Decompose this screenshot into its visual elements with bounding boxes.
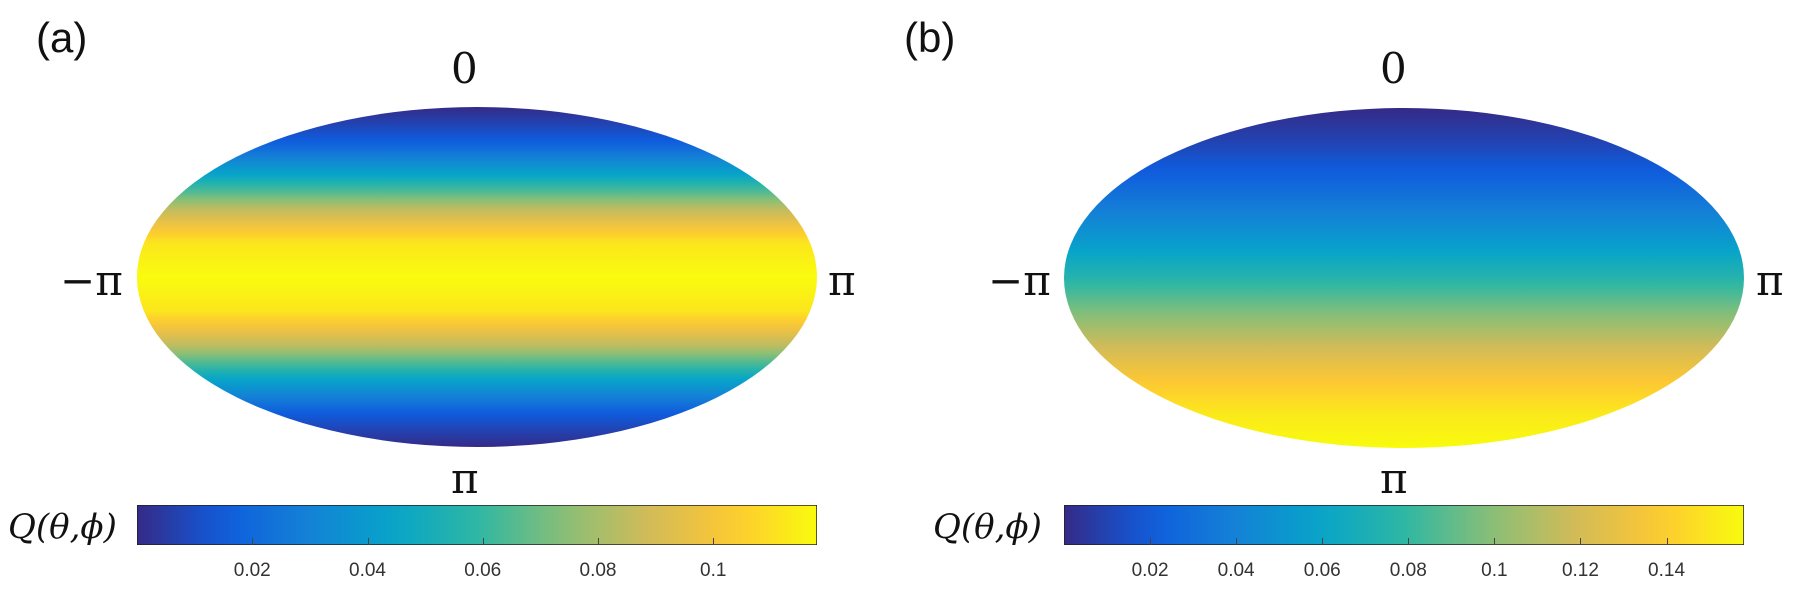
colorbar-tick-label: 0.08	[579, 560, 617, 581]
colorbar-tick-label: 0.04	[349, 560, 386, 581]
sphere-map	[137, 107, 817, 447]
colorbar-tick-mark	[598, 538, 600, 545]
right-axis-label: π	[828, 256, 856, 305]
colorbar-tick-mark	[1494, 538, 1496, 545]
panel-label: (a)	[36, 14, 88, 61]
bottom-axis-label: π	[451, 454, 479, 503]
colorbar-tick-label: 0.08	[1389, 560, 1427, 581]
colorbar-tick-label: 0.06	[464, 560, 502, 581]
colorbar-tick-mark	[367, 538, 369, 545]
colorbar-tick-mark	[482, 538, 484, 545]
colorbar-tick-label: 0.14	[1648, 560, 1686, 581]
colorbar-tick-mark	[1408, 538, 1410, 545]
sphere-map	[1064, 108, 1744, 448]
right-axis-label: π	[1756, 256, 1784, 305]
heatmap-ellipse	[1064, 108, 1744, 448]
colorbar-tick-mark	[252, 538, 254, 545]
left-axis-label: −π	[60, 256, 123, 305]
colorbar	[1064, 505, 1744, 545]
panel-a: (a) 0 π −π π Q(θ,ϕ) 0.02 0.04 0.06 0.08 0.1	[0, 0, 897, 613]
colorbar-tick-label: 0.04	[1217, 560, 1255, 581]
left-axis-label: −π	[988, 256, 1051, 305]
top-axis-label: 0	[451, 44, 478, 93]
panel-b: (b) 0 π −π π Q(θ,ϕ) 0.02 0.04 0.06 0.08 0.1 0…	[898, 0, 1795, 613]
heatmap-ellipse	[137, 107, 817, 447]
colorbar-tick-mark	[1666, 538, 1668, 545]
colorbar-tick-mark	[1236, 538, 1238, 545]
colorbar	[137, 505, 817, 545]
colorbar-tick-label: 0.1	[700, 560, 727, 581]
colorbar-label: Q(θ,ϕ)	[8, 507, 117, 547]
colorbar-tick-mark	[1322, 538, 1324, 545]
colorbar-tick-label: 0.1	[1481, 560, 1508, 581]
panel-label: (b)	[904, 14, 956, 61]
colorbar-label: Q(θ,ϕ)	[933, 507, 1042, 547]
colorbar-tick-mark	[713, 538, 715, 545]
colorbar-tick-label: 0.06	[1303, 560, 1341, 581]
colorbar-tick-label: 0.02	[233, 560, 271, 581]
top-axis-label: 0	[1380, 44, 1407, 93]
colorbar-tick-mark	[1150, 538, 1152, 545]
colorbar-tick-label: 0.02	[1131, 560, 1169, 581]
colorbar-tick-label: 0.12	[1561, 560, 1599, 581]
colorbar-tick-mark	[1580, 538, 1582, 545]
bottom-axis-label: π	[1380, 454, 1408, 503]
